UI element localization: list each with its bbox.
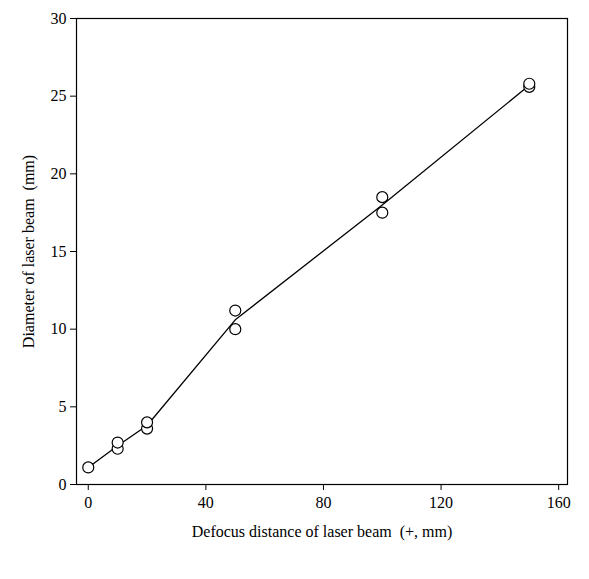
svg-text:160: 160 — [547, 494, 571, 511]
svg-text:80: 80 — [315, 494, 331, 511]
svg-text:0: 0 — [84, 494, 92, 511]
svg-text:25: 25 — [51, 87, 67, 104]
svg-text:0: 0 — [59, 476, 67, 493]
svg-text:Diameter of laser beam (mm): Diameter of laser beam (mm) — [20, 155, 38, 348]
svg-text:Defocus distance of laser beam: Defocus distance of laser beam (+, mm) — [192, 523, 452, 541]
svg-text:40: 40 — [198, 494, 214, 511]
svg-text:15: 15 — [51, 243, 67, 260]
svg-text:10: 10 — [51, 320, 67, 337]
svg-text:30: 30 — [51, 10, 67, 27]
svg-text:120: 120 — [429, 494, 453, 511]
svg-text:5: 5 — [59, 398, 67, 415]
svg-text:20: 20 — [51, 165, 67, 182]
